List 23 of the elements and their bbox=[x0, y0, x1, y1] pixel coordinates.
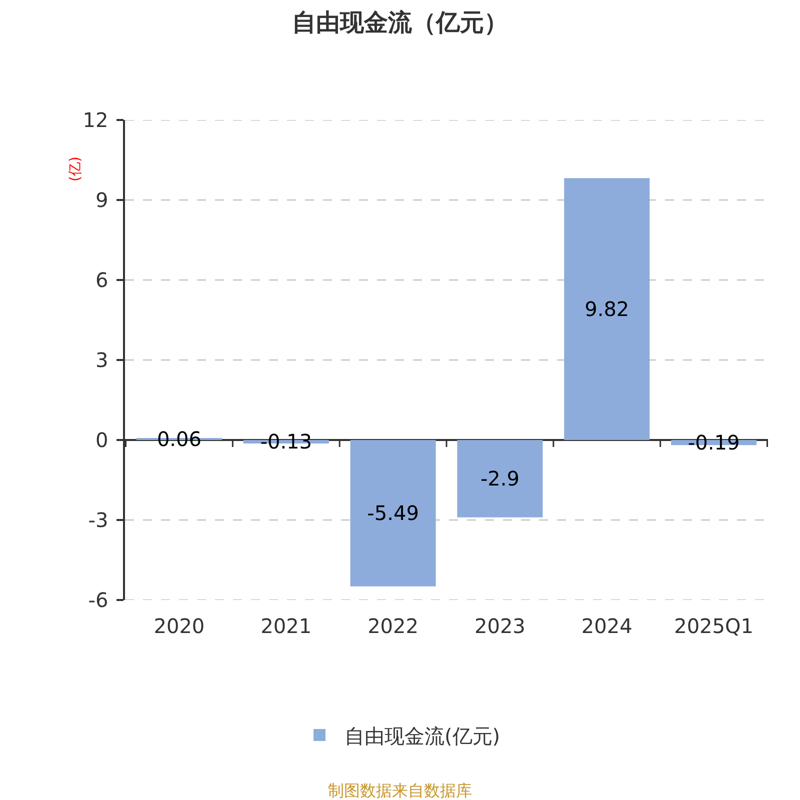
bar bbox=[564, 178, 650, 440]
text: 制图数据来自数据库 bbox=[328, 781, 472, 800]
data-label: -5.49 bbox=[367, 501, 419, 526]
bar bbox=[350, 440, 436, 586]
data-label: 9.82 bbox=[584, 297, 630, 322]
x-tick-label: 2023 bbox=[474, 614, 526, 638]
y-tick-label: 6 bbox=[96, 268, 108, 292]
x-tick-label: 2024 bbox=[581, 614, 632, 638]
bar bbox=[457, 440, 543, 518]
y-tick-label: 9 bbox=[96, 188, 108, 212]
y-tick-label: 12 bbox=[82, 108, 108, 132]
data-label: -2.9 bbox=[480, 466, 520, 491]
legend-label: 自由现金流(亿元) bbox=[344, 724, 500, 748]
y-tick-label: -6 bbox=[88, 588, 108, 612]
x-tick-label: 2020 bbox=[154, 614, 205, 638]
x-tick-label: 2025Q1 bbox=[674, 614, 754, 638]
y-tick-label: 0 bbox=[96, 428, 108, 452]
y-tick-label: 3 bbox=[96, 348, 108, 372]
y-axis-title: (亿) bbox=[68, 156, 84, 182]
y-tick-label: -3 bbox=[88, 508, 108, 532]
chart-title: 自由现金流（亿元） bbox=[292, 8, 508, 36]
x-tick-label: 2021 bbox=[260, 614, 312, 638]
x-tick-label: 2022 bbox=[368, 614, 418, 638]
